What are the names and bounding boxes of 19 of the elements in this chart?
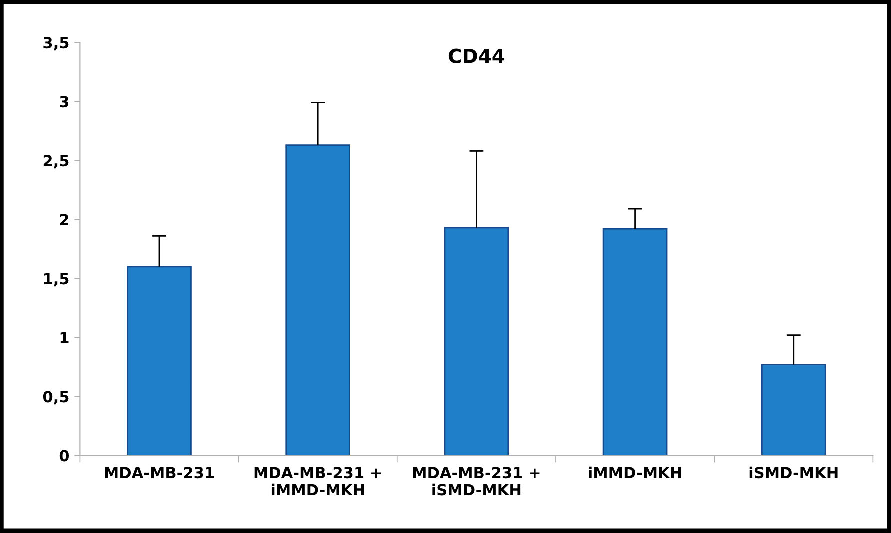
chart-title: CD44 <box>448 48 505 64</box>
bar <box>444 227 510 456</box>
bar <box>761 364 826 456</box>
y-tick-label: 1,5 <box>44 273 69 287</box>
y-tick-label: 2,5 <box>44 155 69 169</box>
x-tick-label: iMMD-MKH <box>589 466 682 478</box>
y-tick-label: 3,5 <box>44 37 69 51</box>
bar <box>286 144 350 456</box>
y-tick-label: 1 <box>60 332 69 344</box>
x-tick-label: iSMD-MKH <box>750 466 838 479</box>
x-tick-label: MDA-MB-231 + iMMD-MKH <box>254 467 382 496</box>
bar <box>602 228 668 456</box>
y-tick-label: 0,5 <box>43 391 69 405</box>
x-tick-label: MDA-MB-231 + iSMD-MKH <box>413 467 540 496</box>
y-tick-label: 3 <box>60 96 69 108</box>
x-tick-label: MDA-MB-231 <box>105 467 214 479</box>
y-tick-label: 2 <box>60 214 68 226</box>
y-tick-label: 0 <box>60 450 70 462</box>
bar <box>127 266 192 456</box>
